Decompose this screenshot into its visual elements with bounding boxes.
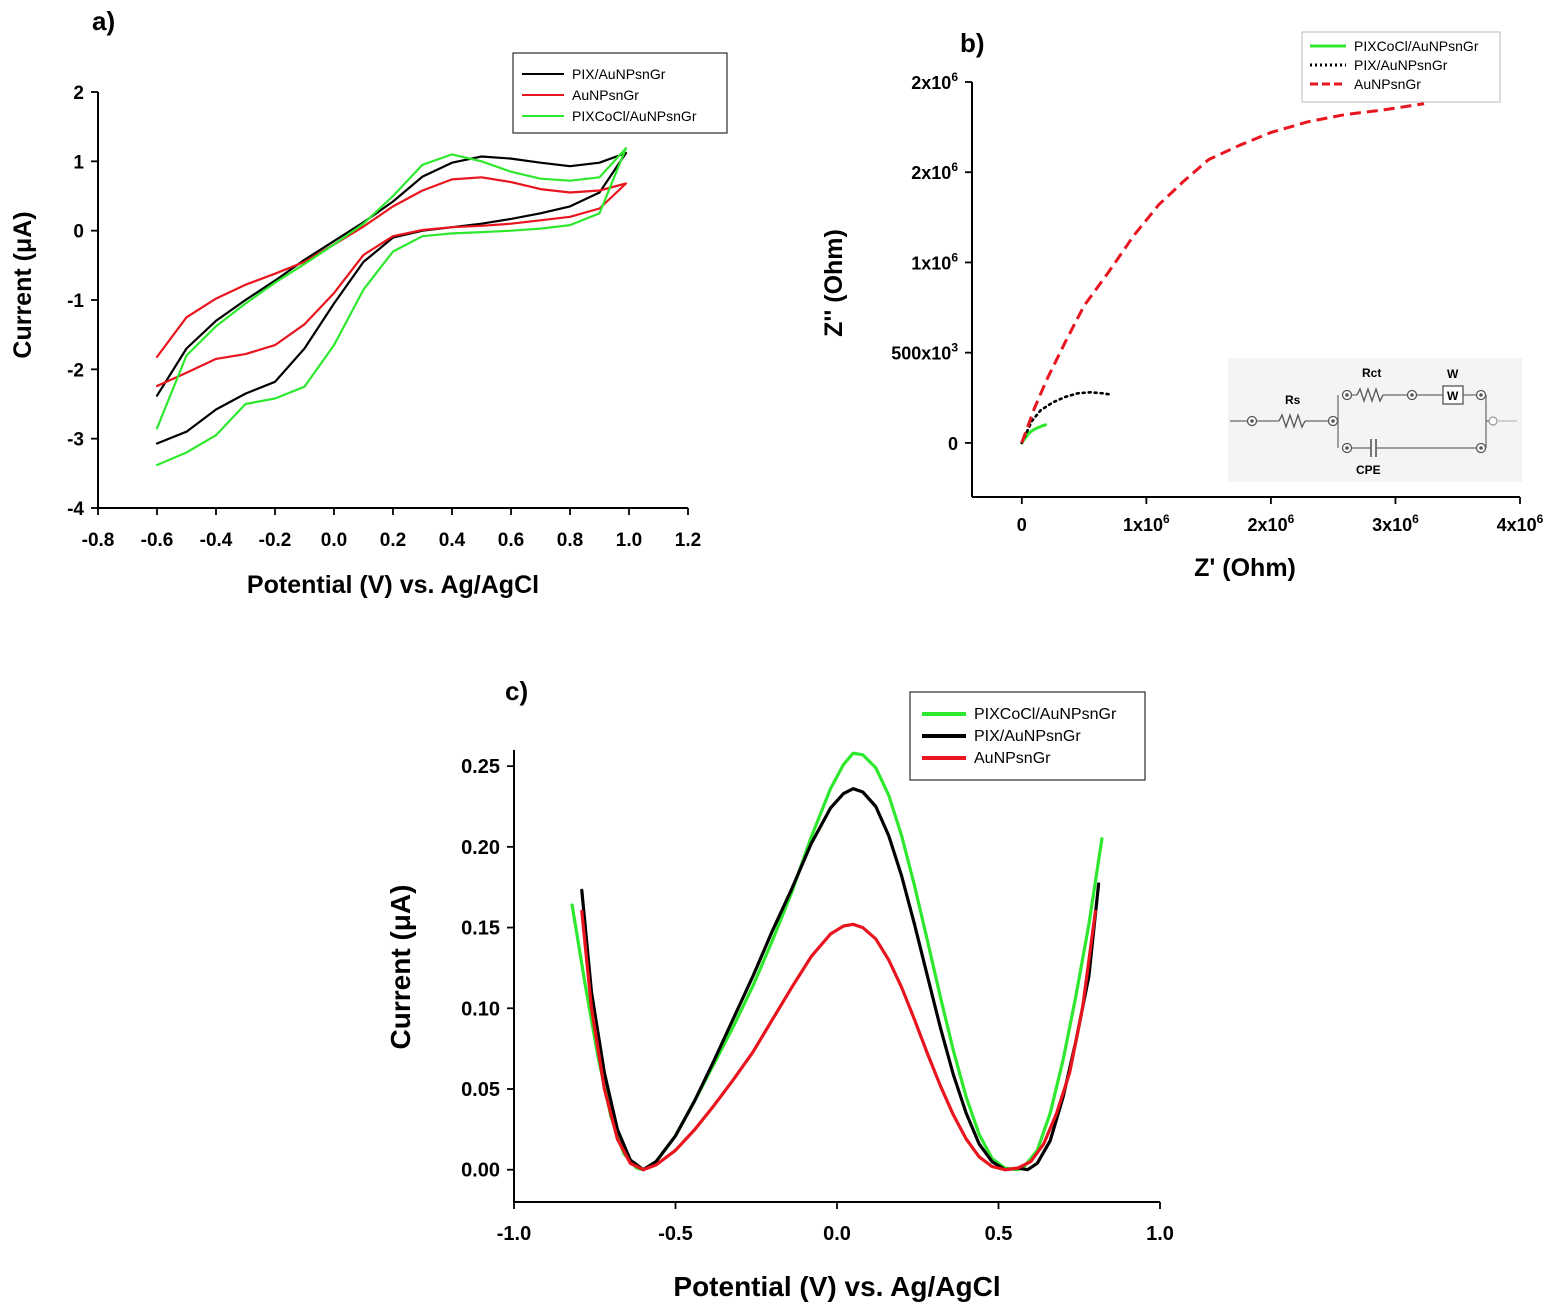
circuit-inset-background bbox=[1228, 358, 1522, 482]
panel-a-y-title: Current (μA) bbox=[9, 211, 37, 358]
b-x-tick-label: 0 bbox=[1017, 515, 1027, 535]
a-x-tick-label: 0.4 bbox=[439, 530, 466, 551]
a-x-tick-label: -0.2 bbox=[259, 530, 292, 551]
panel-a-x-title: Potential (V) vs. Ag/AgCl bbox=[247, 571, 539, 599]
a-y-tick-label: 1 bbox=[73, 152, 84, 173]
panel-b-legend: PIXCoCl/AuNPsnGr PIX/AuNPsnGr AuNPsnGr bbox=[1301, 31, 1501, 103]
c-y-tick-label: 0.05 bbox=[461, 1079, 500, 1101]
a-x-tick-label: 1.2 bbox=[675, 530, 701, 551]
circuit-node-dot bbox=[1410, 393, 1414, 397]
c-y-tick-label: 0.00 bbox=[461, 1160, 500, 1182]
a-y-tick-label: 2 bbox=[73, 83, 84, 104]
c-y-tick-label: 0.10 bbox=[461, 998, 500, 1020]
circuit-node-dot bbox=[1345, 393, 1349, 397]
a-legend-label-0: PIX/AuNPsnGr bbox=[572, 66, 666, 82]
warburg-label: W bbox=[1447, 367, 1459, 381]
a-series-line-1 bbox=[155, 176, 628, 388]
warburg-box-label: W bbox=[1447, 389, 1459, 403]
a-legend-label-1: AuNPsnGr bbox=[572, 87, 639, 103]
b-x-tick-label: 4x106 bbox=[1497, 512, 1544, 535]
a-x-tick-label: 1.0 bbox=[616, 530, 642, 551]
rs-resistor-icon bbox=[1278, 412, 1306, 430]
panel-c-legend: PIXCoCl/AuNPsnGr PIX/AuNPsnGr AuNPsnGr bbox=[909, 691, 1146, 781]
b-y-tick-label: 0 bbox=[948, 434, 958, 454]
a-x-tick-label: -0.6 bbox=[141, 530, 174, 551]
a-legend-label-2: PIXCoCl/AuNPsnGr bbox=[572, 108, 697, 124]
a-x-tick-label: 0.8 bbox=[557, 530, 583, 551]
equivalent-circuit-inset: Rs Rct W W CPE bbox=[1228, 358, 1522, 482]
panel-b-label: b) bbox=[960, 28, 985, 58]
circuit-node-dot bbox=[1479, 393, 1483, 397]
panel-b-legend-box bbox=[1301, 31, 1501, 103]
a-y-tick-label: 0 bbox=[73, 222, 84, 243]
c-legend-label-2: AuNPsnGr bbox=[974, 750, 1051, 767]
b-legend-label-2: AuNPsnGr bbox=[1354, 76, 1421, 92]
rs-label: Rs bbox=[1285, 393, 1301, 407]
a-x-tick-label: -0.4 bbox=[200, 530, 233, 551]
c-x-tick-label: 0.0 bbox=[823, 1223, 851, 1245]
panel-a-legend: PIX/AuNPsnGr AuNPsnGr PIXCoCl/AuNPsnGr bbox=[512, 52, 728, 134]
panel-a-label: a) bbox=[92, 6, 115, 36]
circuit-terminal bbox=[1488, 416, 1498, 426]
c-series-line-2 bbox=[580, 909, 1098, 1172]
c-y-tick-label: 0.25 bbox=[461, 756, 500, 778]
b-legend-label-0: PIXCoCl/AuNPsnGr bbox=[1354, 38, 1479, 54]
c-y-tick-label: 0.15 bbox=[461, 918, 500, 940]
b-legend-label-1: PIX/AuNPsnGr bbox=[1354, 57, 1448, 73]
b-y-tick-label: 1x106 bbox=[911, 250, 958, 273]
b-x-tick-label: 1x106 bbox=[1123, 512, 1170, 535]
c-x-tick-label: 0.5 bbox=[985, 1223, 1013, 1245]
a-series-line-0 bbox=[155, 151, 628, 445]
rct-resistor-icon bbox=[1356, 386, 1384, 404]
panel-b-y-title: Z'' (Ohm) bbox=[820, 229, 848, 337]
cpe-label: CPE bbox=[1356, 463, 1381, 477]
b-y-tick-label: 500x103 bbox=[891, 341, 958, 364]
c-series-line-1 bbox=[580, 787, 1101, 1172]
circuit-node-dot bbox=[1250, 419, 1254, 423]
a-x-tick-label: 0.0 bbox=[321, 530, 347, 551]
a-y-tick-label: -4 bbox=[67, 499, 84, 520]
b-series-line-1 bbox=[1020, 390, 1112, 445]
panel-b-x-title: Z' (Ohm) bbox=[1194, 554, 1296, 582]
c-legend-label-0: PIXCoCl/AuNPsnGr bbox=[974, 706, 1117, 723]
panel-a-chart: a) -0.8 -0.6 -0.4 -0.2 0.0 0.2 0.4 0.6 0.8 1.0 1.2… bbox=[9, 6, 728, 599]
a-y-tick-label: -1 bbox=[67, 291, 84, 312]
c-legend-label-1: PIX/AuNPsnGr bbox=[974, 728, 1081, 745]
c-x-tick-label: -1.0 bbox=[497, 1223, 531, 1245]
circuit-node-dot bbox=[1345, 446, 1349, 450]
b-x-tick-label: 2x106 bbox=[1248, 512, 1295, 535]
c-y-tick-label: 0.20 bbox=[461, 837, 500, 859]
rct-label: Rct bbox=[1362, 366, 1381, 380]
b-series-line-2 bbox=[1020, 102, 1425, 444]
b-y-tick-label: 2x106 bbox=[911, 70, 958, 93]
panel-c-label: c) bbox=[505, 676, 528, 706]
a-x-tick-label: 0.6 bbox=[498, 530, 524, 551]
circuit-node-dot bbox=[1331, 419, 1335, 423]
circuit-node-dot bbox=[1479, 446, 1483, 450]
panel-c-x-title: Potential (V) vs. Ag/AgCl bbox=[673, 1271, 1000, 1302]
panel-c-chart: c) -1.0 -0.5 0.0 0.5 1.0 0.00 0.05 0.10 0.15 0.2… bbox=[385, 676, 1174, 1302]
panel-c-y-title: Current (μA) bbox=[385, 885, 416, 1050]
c-x-tick-label: 1.0 bbox=[1146, 1223, 1174, 1245]
c-x-tick-label: -0.5 bbox=[658, 1223, 692, 1245]
a-x-tick-label: 0.2 bbox=[380, 530, 406, 551]
b-y-tick-label: 2x106 bbox=[911, 160, 958, 183]
a-x-tick-label: -0.8 bbox=[82, 530, 115, 551]
panel-b-chart: b) 0 1x106 2x106 3x106 4x106 0 500x103 1x106 2x… bbox=[820, 28, 1544, 582]
b-x-tick-label: 3x106 bbox=[1372, 512, 1419, 535]
a-y-tick-label: -2 bbox=[67, 360, 84, 381]
a-series-line-2 bbox=[155, 147, 628, 467]
panel-a-legend-box bbox=[512, 52, 728, 134]
a-y-tick-label: -3 bbox=[67, 430, 84, 451]
